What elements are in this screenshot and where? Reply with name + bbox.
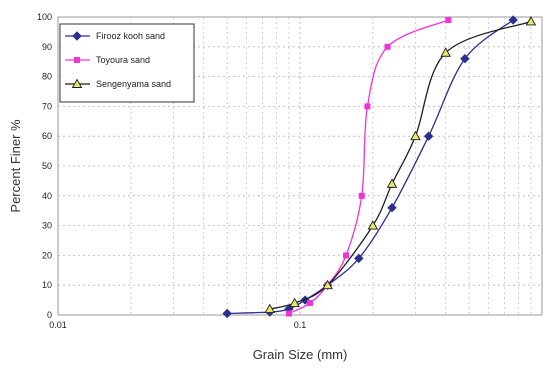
y-tick-label: 70 bbox=[42, 101, 52, 111]
data-point-marker bbox=[445, 16, 452, 23]
x-axis-title: Grain Size (mm) bbox=[253, 347, 348, 362]
data-point-marker bbox=[386, 178, 398, 188]
y-tick-label: 60 bbox=[42, 131, 52, 141]
data-point-marker bbox=[525, 16, 537, 26]
y-tick-label: 30 bbox=[42, 221, 52, 231]
y-tick-label: 20 bbox=[42, 250, 52, 260]
legend-entry: Toyoura sand bbox=[65, 55, 150, 65]
data-point-marker bbox=[367, 220, 379, 230]
legend: Firooz kooh sand Toyoura sand Sengenyama s… bbox=[59, 23, 195, 103]
data-point-marker bbox=[440, 47, 451, 57]
data-point-marker bbox=[343, 252, 350, 259]
x-tick-label: 0.1 bbox=[294, 320, 307, 330]
legend-swatch-marker bbox=[74, 57, 80, 63]
y-tick-label: 100 bbox=[37, 12, 52, 22]
y-axis-title: Percent Finer % bbox=[8, 119, 23, 213]
data-point-marker bbox=[322, 279, 333, 290]
legend-swatch-marker bbox=[72, 31, 82, 41]
legend-label: Firooz kooh sand bbox=[96, 31, 165, 41]
data-point-marker bbox=[289, 297, 300, 308]
data-point-marker bbox=[387, 203, 397, 213]
y-tick-label: 90 bbox=[42, 42, 52, 52]
y-tick-label: 80 bbox=[42, 72, 52, 82]
legend-entry: Firooz kooh sand bbox=[65, 31, 165, 41]
data-point-marker bbox=[410, 130, 421, 141]
data-point-marker bbox=[508, 15, 518, 25]
legend-box bbox=[59, 23, 195, 103]
data-point-marker bbox=[358, 192, 365, 199]
legend-label: Sengenyama sand bbox=[96, 79, 171, 89]
data-point-marker bbox=[423, 131, 434, 141]
series-layer bbox=[222, 15, 537, 319]
x-tick-label: 0.01 bbox=[49, 320, 67, 330]
y-tick-label: 0 bbox=[47, 310, 52, 320]
data-point-marker bbox=[354, 253, 364, 264]
data-point-marker bbox=[384, 43, 391, 50]
legend-swatch-marker bbox=[71, 78, 83, 88]
data-point-marker bbox=[285, 310, 292, 317]
data-point-marker bbox=[222, 308, 232, 319]
series-line bbox=[227, 19, 514, 315]
series-sengenyama-sand bbox=[264, 16, 537, 313]
y-tick-label: 50 bbox=[42, 161, 52, 171]
y-tick-label: 40 bbox=[42, 191, 52, 201]
legend-label: Toyoura sand bbox=[96, 55, 150, 65]
data-point-marker bbox=[264, 303, 276, 313]
data-point-marker bbox=[307, 300, 314, 307]
data-point-marker bbox=[460, 54, 470, 64]
y-tick-label: 10 bbox=[42, 280, 52, 290]
tick-labels: 0 10 20 30 40 50 60 70 80 90 100 0.01 0.1 bbox=[37, 12, 306, 330]
legend-entry: Sengenyama sand bbox=[65, 78, 171, 89]
data-point-marker bbox=[364, 103, 371, 110]
